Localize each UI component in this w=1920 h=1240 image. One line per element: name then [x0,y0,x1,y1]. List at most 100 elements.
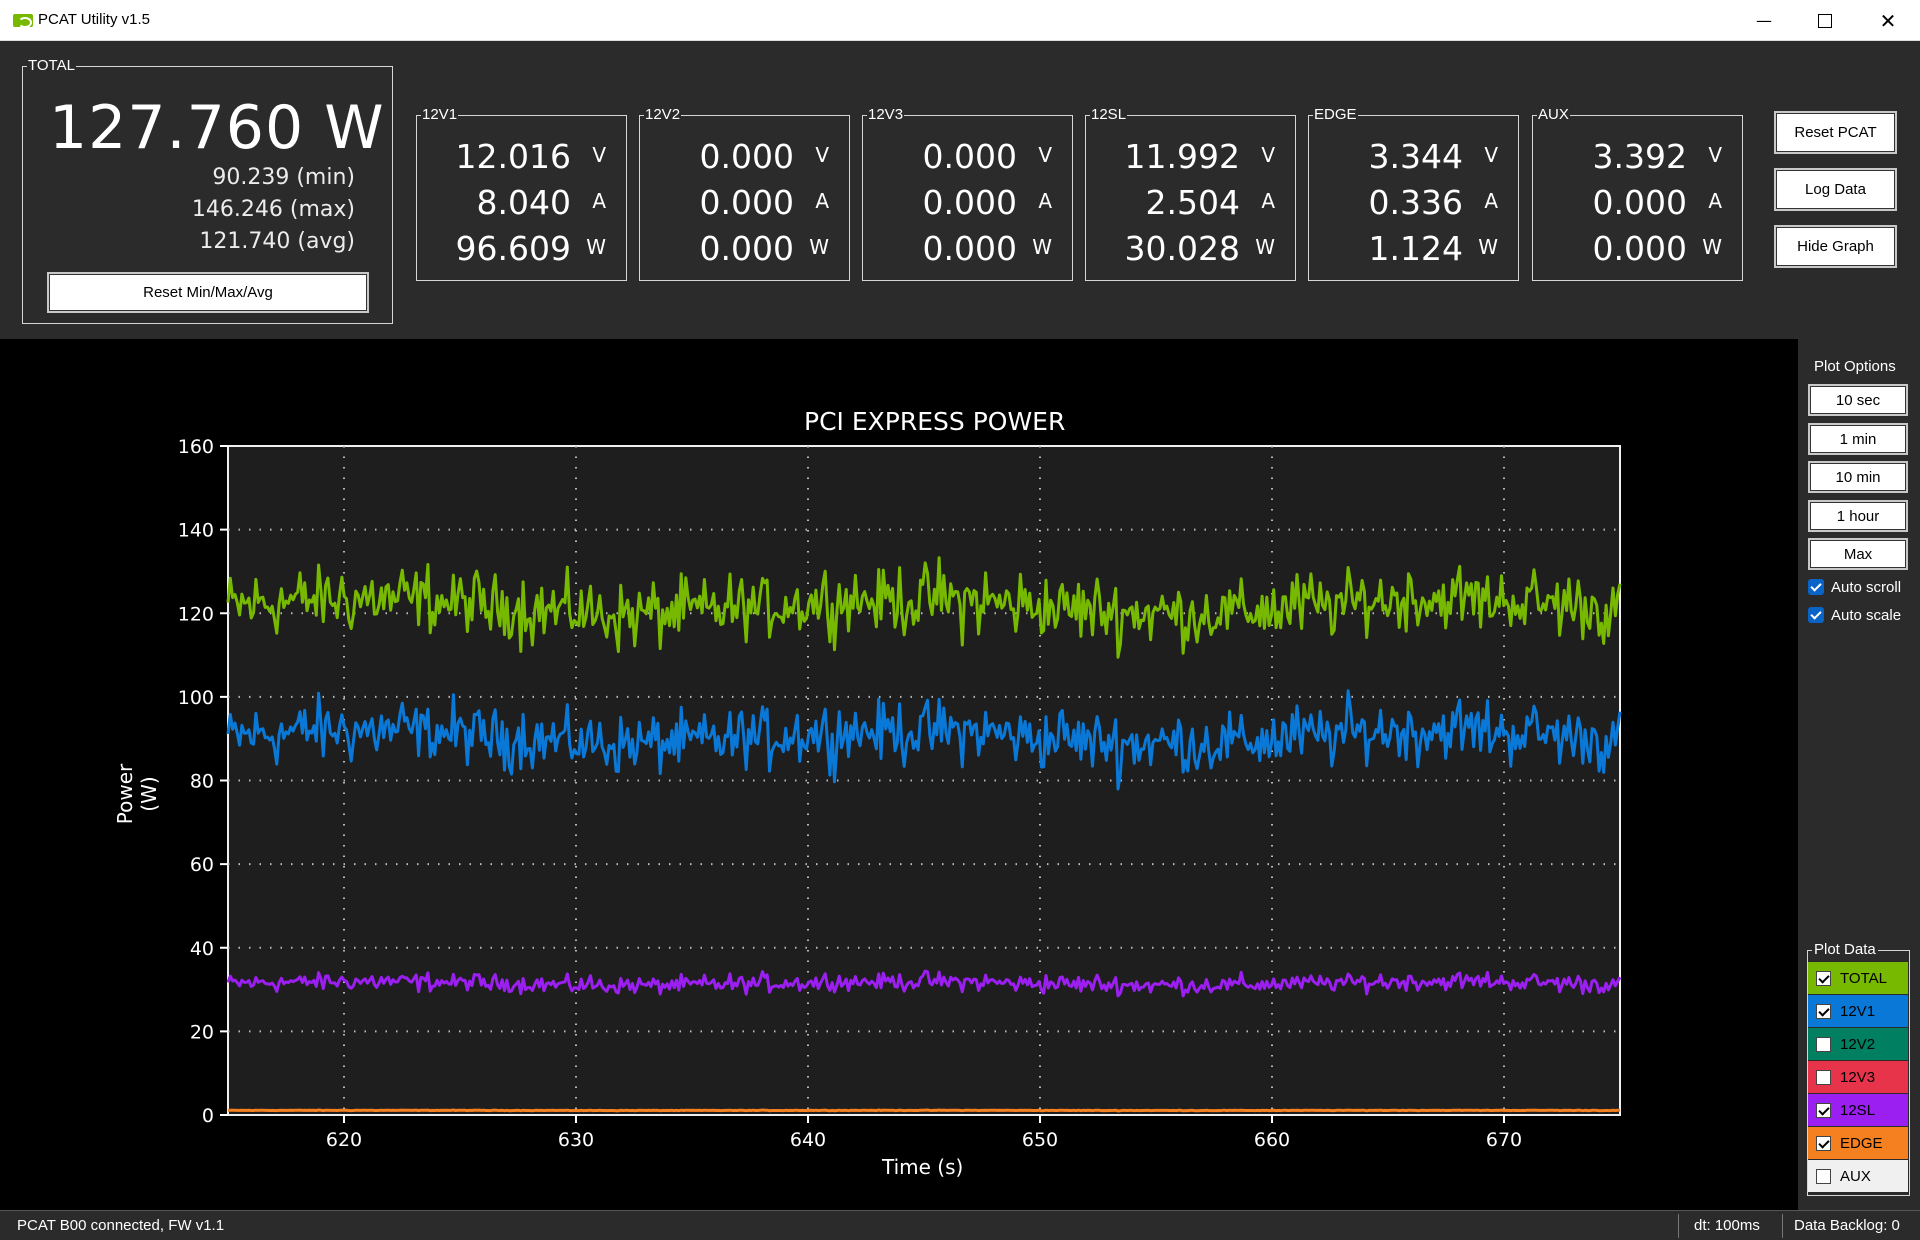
plot-data-label: EDGE [1840,1134,1883,1152]
plot-data-label: 12V1 [1840,1002,1876,1020]
plot-data-toggle-aux[interactable]: AUX [1808,1160,1908,1192]
unit-a: A [1484,189,1498,213]
plot-data-label: AUX [1840,1167,1871,1185]
hide-graph-button[interactable]: Hide Graph [1774,225,1897,268]
plot-data-label: 12V3 [1840,1068,1876,1086]
unit-w: W [809,235,829,259]
auto-scale-label: Auto scale [1831,606,1902,624]
rail-group-12v1: 12V1 12.016 V 8.040 A 96.609 W [416,107,627,281]
rail-group-aux: AUX 3.392 V 0.000 A 0.000 W [1532,107,1743,281]
maximize-icon [1818,13,1832,28]
total-group-label: TOTAL [27,57,76,74]
reset-min-max-avg-button[interactable]: Reset Min/Max/Avg [47,272,369,313]
range-10min-button[interactable]: 10 min [1808,461,1908,493]
minimize-button[interactable]: — [1732,0,1796,41]
close-icon: ✕ [1879,8,1897,33]
plot-area [0,339,1798,1210]
rail-voltage: 3.392 [1592,137,1687,176]
rail-label: AUX [1537,106,1570,123]
rail-current: 0.000 [1592,183,1687,222]
rail-power: 0.000 [922,229,1017,268]
plot-data-label: 12V2 [1840,1035,1876,1053]
rail-label: 12SL [1090,106,1128,123]
rail-label: EDGE [1313,106,1358,123]
unit-v: V [1708,143,1722,167]
total-avg-value: 121.740 (avg) [199,229,355,254]
auto-scroll-checkbox[interactable]: Auto scroll [1808,576,1901,598]
rail-current: 0.336 [1368,183,1463,222]
range-max-button[interactable]: Max [1808,538,1908,570]
rail-label: 12V2 [644,106,682,123]
auto-scale-checkbox[interactable]: Auto scale [1808,604,1901,626]
rail-group-edge: EDGE 3.344 V 0.336 A 1.124 W [1308,107,1519,281]
checkbox-checked-icon [1816,970,1831,986]
total-group: TOTAL 127.760 W 90.239 (min) 146.246 (ma… [22,58,393,324]
data-backlog-status: Data Backlog: 0 [1794,1217,1900,1234]
rail-current: 8.040 [476,183,571,222]
checkbox-unchecked-icon [1816,1069,1831,1085]
rail-voltage: 0.000 [699,137,794,176]
total-power-value: 127.760 W [49,93,385,163]
checkbox-checked-icon [1808,579,1824,595]
connection-status: PCAT B00 connected, FW v1.1 [17,1217,225,1234]
rail-current: 0.000 [699,183,794,222]
range-10sec-button[interactable]: 10 sec [1808,384,1908,416]
unit-w: W [1255,235,1275,259]
window-title: PCAT Utility v1.5 [38,11,150,28]
rail-current: 0.000 [922,183,1017,222]
total-min-value: 90.239 (min) [212,165,355,190]
unit-w: W [1478,235,1498,259]
dt-status: dt: 100ms [1694,1217,1760,1234]
range-1min-button[interactable]: 1 min [1808,423,1908,455]
unit-a: A [1708,189,1722,213]
rail-voltage: 12.016 [455,137,571,176]
unit-w: W [1702,235,1722,259]
y-axis-label: Power (W) [113,763,161,825]
plot-data-toggle-12v3[interactable]: 12V3 [1808,1061,1908,1093]
unit-v: V [1038,143,1052,167]
unit-a: A [815,189,829,213]
rail-group-12v3: 12V3 0.000 V 0.000 A 0.000 W [862,107,1073,281]
rail-power: 0.000 [699,229,794,268]
rail-power: 30.028 [1124,229,1240,268]
log-data-button[interactable]: Log Data [1774,168,1897,211]
plot-data-toggle-edge[interactable]: EDGE [1808,1127,1908,1159]
rail-label: 12V3 [867,106,905,123]
rail-current: 2.504 [1145,183,1240,222]
plot-data-toggle-12v2[interactable]: 12V2 [1808,1028,1908,1060]
rail-power: 0.000 [1592,229,1687,268]
range-1hour-button[interactable]: 1 hour [1808,500,1908,532]
unit-a: A [1261,189,1275,213]
unit-w: W [586,235,606,259]
plot-data-toggle-12sl[interactable]: 12SL [1808,1094,1908,1126]
rail-voltage: 0.000 [922,137,1017,176]
x-axis-label: Time (s) [882,1155,964,1179]
rail-power: 96.609 [455,229,571,268]
plot-data-toggle-total[interactable]: TOTAL [1808,962,1908,994]
checkbox-checked-icon [1816,1135,1831,1151]
checkbox-unchecked-icon [1816,1036,1831,1052]
plot-data-label: 12SL [1840,1101,1876,1119]
plot-data-title: Plot Data [1812,941,1878,958]
status-bar: PCAT B00 connected, FW v1.1 dt: 100ms Da… [0,1210,1920,1240]
maximize-button[interactable] [1793,0,1857,41]
unit-v: V [815,143,829,167]
unit-a: A [592,189,606,213]
checkbox-checked-icon [1816,1102,1831,1118]
status-divider [1678,1214,1679,1238]
checkbox-unchecked-icon [1816,1168,1831,1184]
unit-v: V [592,143,606,167]
status-divider [1782,1214,1783,1238]
title-bar: PCAT Utility v1.5 — ✕ [0,0,1920,41]
close-button[interactable]: ✕ [1856,0,1920,41]
chart-title: PCI EXPRESS POWER [804,407,1066,436]
checkbox-checked-icon [1816,1003,1831,1019]
nvidia-logo-icon [13,14,33,28]
reset-pcat-button[interactable]: Reset PCAT [1774,111,1897,154]
rail-voltage: 3.344 [1368,137,1463,176]
plot-options-title: Plot Options [1814,358,1896,375]
rail-label: 12V1 [421,106,459,123]
unit-w: W [1032,235,1052,259]
plot-data-label: TOTAL [1840,969,1887,987]
plot-data-toggle-12v1[interactable]: 12V1 [1808,995,1908,1027]
